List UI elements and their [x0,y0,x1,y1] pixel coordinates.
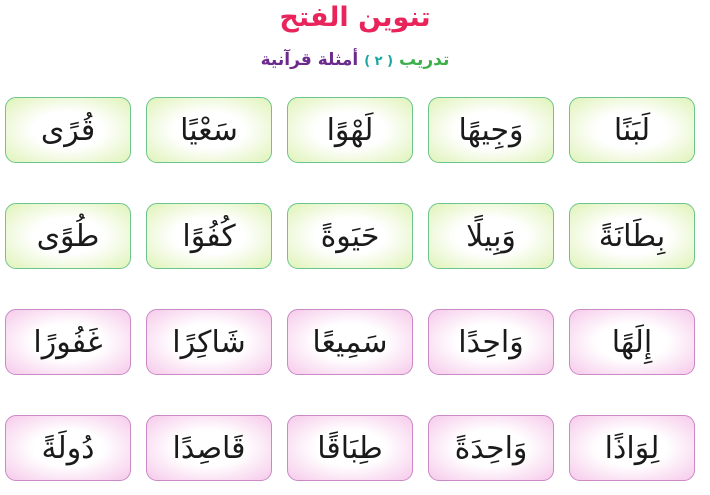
word-card: لَبَنًا [569,97,695,163]
word-card: شَاكِرًا [146,309,272,375]
word-card: إِلَهًا [569,309,695,375]
word-text: دُولَةً [41,430,95,466]
page-title: تنوين الفتح [279,2,431,33]
word-text: كُفُوًا [182,218,236,254]
word-text: شَاكِرًا [172,324,246,360]
word-card: لَهْوًا [287,97,413,163]
word-text: لِوَاذًا [604,430,660,466]
word-text: حَيَوةً [320,218,380,254]
word-text: وَاحِدًا [458,324,524,360]
word-card: كُفُوًا [146,203,272,269]
word-card: طُوًى [5,203,131,269]
exercise-label: تدريب [398,50,450,70]
word-text: وَبِيلًا [466,218,516,254]
word-text: سَمِيعًا [312,324,388,360]
word-card: وَاحِدًا [428,309,554,375]
word-card: حَيَوةً [287,203,413,269]
word-card: وَاحِدَةً [428,415,554,481]
word-text: غَفُورًا [33,324,103,360]
exercise-subtitle: تدريب ( ٢ ) أمثلة قرآنية [0,50,710,70]
word-card: لِوَاذًا [569,415,695,481]
word-card: بِطَانَةً [569,203,695,269]
exercise-number: ( ٢ ) [364,54,394,69]
word-card: دُولَةً [5,415,131,481]
word-text: سَعْيًا [180,112,238,148]
word-text: قَاصِدًا [172,430,246,466]
word-text: وَاحِدَةً [454,430,528,466]
word-text: قُرًى [40,112,96,148]
word-text: طُوًى [36,218,100,254]
word-card: سَعْيًا [146,97,272,163]
word-card: سَمِيعًا [287,309,413,375]
word-text: لَهْوًا [326,112,374,148]
word-card: قَاصِدًا [146,415,272,481]
word-card-grid: لَبَنًا وَجِيهًا لَهْوًا سَعْيًا قُرًى بِطَان… [5,97,695,481]
word-text: بِطَانَةً [598,218,666,254]
word-card: غَفُورًا [5,309,131,375]
word-text: إِلَهًا [611,324,653,360]
word-text: وَجِيهًا [458,112,524,148]
exercise-text: أمثلة قرآنية [260,50,359,70]
word-card: وَبِيلًا [428,203,554,269]
word-card: وَجِيهًا [428,97,554,163]
word-card: طِبَاقًا [287,415,413,481]
word-text: طِبَاقًا [317,430,383,466]
word-text: لَبَنًا [613,112,651,148]
word-card: قُرًى [5,97,131,163]
